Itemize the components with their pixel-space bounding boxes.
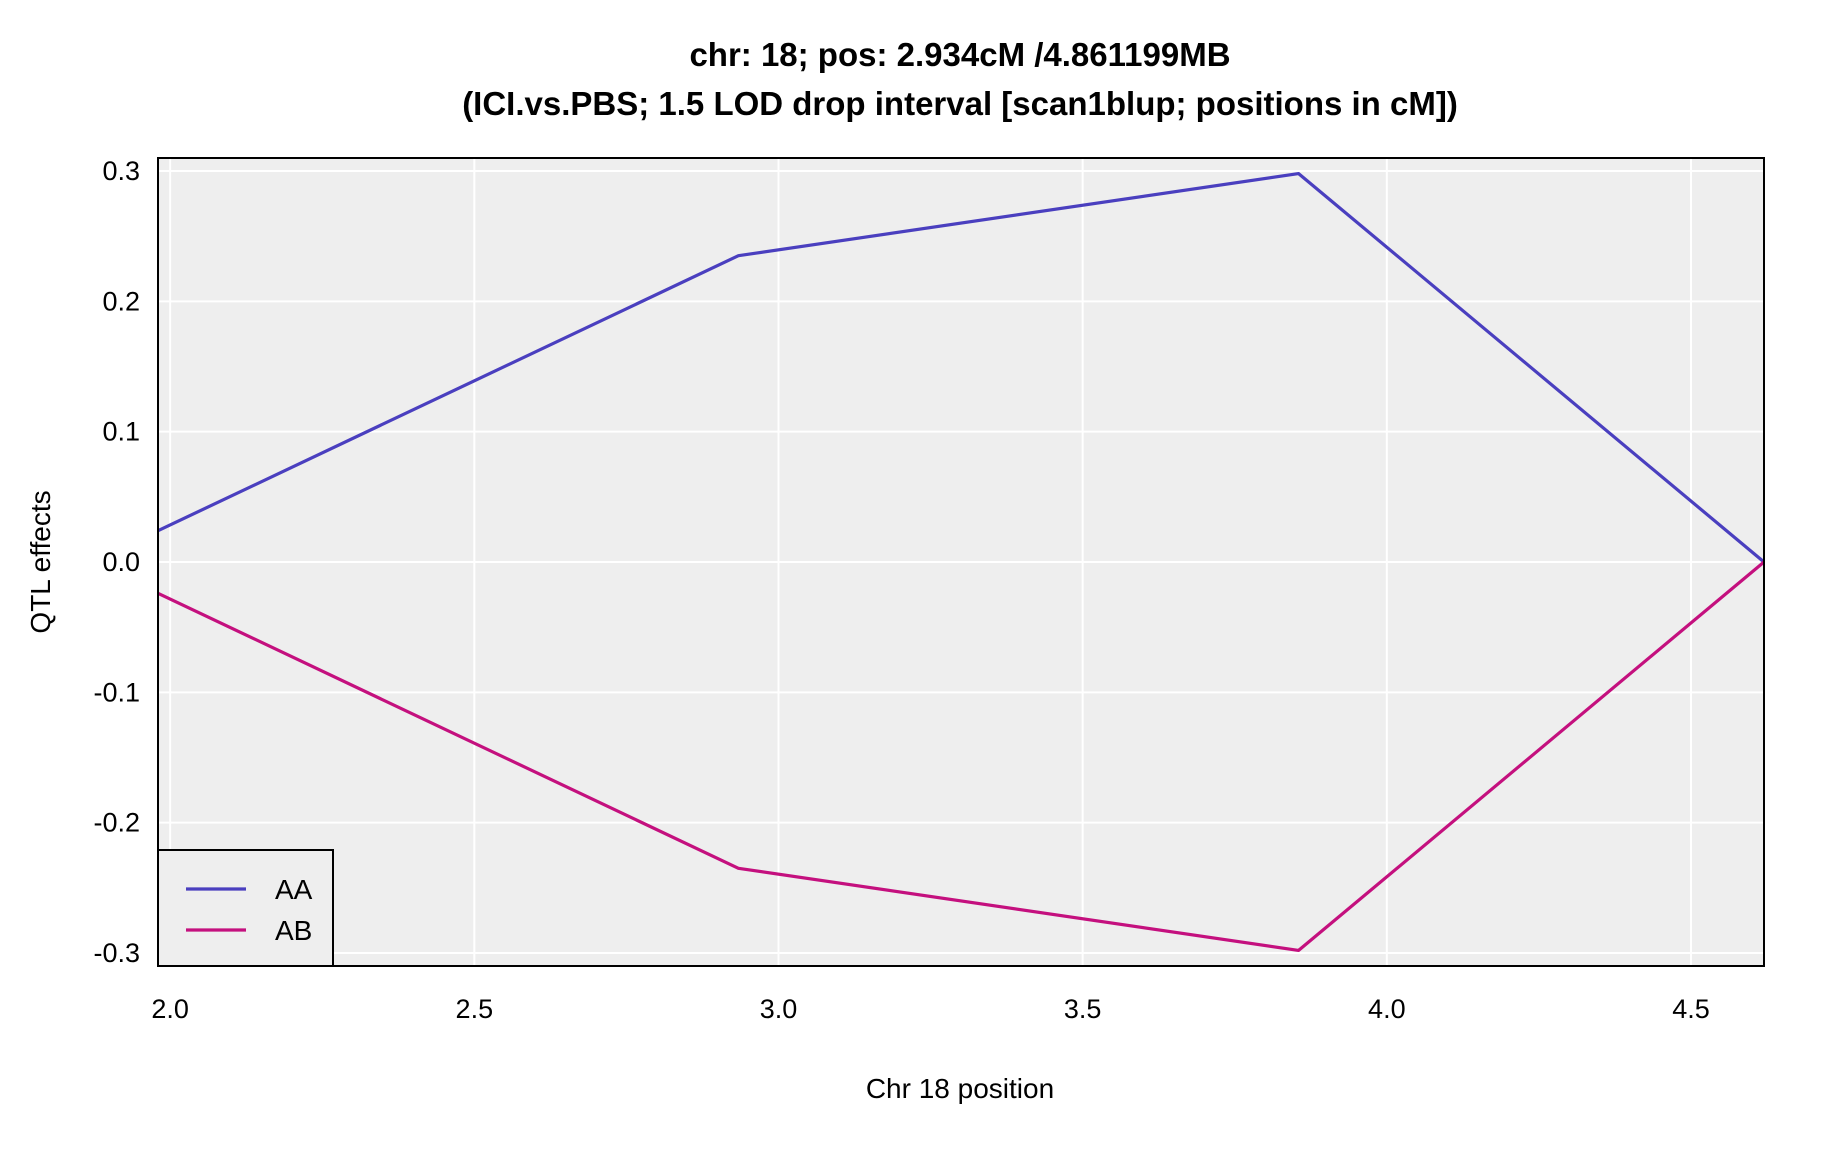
x-tick-label: 3.0	[760, 994, 798, 1024]
x-tick-label: 2.5	[456, 994, 494, 1024]
y-tick-label: -0.3	[93, 938, 140, 968]
plot-frame	[157, 157, 1765, 967]
y-tick-label: 0.3	[102, 156, 140, 186]
series-lines	[157, 172, 1766, 953]
legend-label-ab: AB	[275, 915, 312, 946]
y-tick-label: 0.1	[102, 417, 140, 447]
x-axis-label: Chr 18 position	[866, 1073, 1054, 1104]
grid-lines	[158, 158, 1764, 966]
y-tick-label: 0.2	[102, 286, 140, 316]
y-tick-label: -0.1	[93, 677, 140, 707]
chart-title: chr: 18; pos: 2.934cM /4.861199MB	[689, 36, 1230, 73]
chart-subtitle: (ICI.vs.PBS; 1.5 LOD drop interval [scan…	[462, 85, 1458, 122]
series-line-aa	[157, 172, 1766, 564]
x-tick-label: 4.5	[1672, 994, 1710, 1024]
legend-label-aa: AA	[275, 874, 313, 905]
x-tick-labels: 2.0 2.5 3.0 3.5 4.0 4.5	[151, 994, 1709, 1024]
x-tick-label: 2.0	[151, 994, 189, 1024]
y-tick-label: 0.0	[102, 547, 140, 577]
x-tick-label: 3.5	[1064, 994, 1102, 1024]
legend: AA AB	[157, 849, 334, 967]
y-axis-label: QTL effects	[25, 490, 56, 633]
legend-box	[157, 849, 334, 967]
series-line-ab	[157, 560, 1766, 953]
y-tick-label: -0.2	[93, 808, 140, 838]
x-tick-label: 4.0	[1368, 994, 1406, 1024]
y-tick-labels: 0.3 0.2 0.1 0.0 -0.1 -0.2 -0.3	[93, 156, 140, 968]
